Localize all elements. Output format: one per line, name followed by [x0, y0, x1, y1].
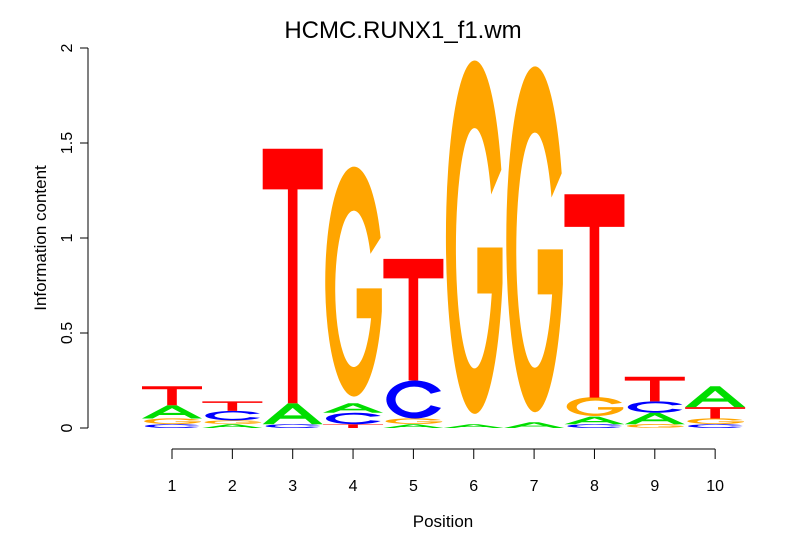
y-tick-label: 0.5 — [59, 322, 76, 344]
x-tick-label: 6 — [469, 478, 478, 495]
logo-letter-C — [688, 424, 743, 428]
logo-letter-A — [504, 422, 565, 428]
logo-letter-A — [443, 424, 504, 428]
y-tick-label: 1 — [59, 233, 76, 242]
logo-letter-A — [564, 416, 625, 425]
logo-letter-T — [624, 376, 685, 402]
logo-letter-C — [567, 424, 623, 428]
x-axis: 1 2 3 4 5 6 7 8 9 10 — [168, 448, 724, 495]
x-tick-label: 3 — [288, 478, 297, 495]
logo-letter-A — [323, 403, 384, 413]
logo-letter-T — [142, 386, 202, 406]
logo-letter-A — [142, 405, 202, 419]
logo-letter-C — [325, 412, 381, 425]
logo-letter-T — [685, 407, 746, 419]
x-tick-label: 1 — [168, 478, 177, 495]
logo-letter-A — [202, 424, 263, 428]
logo-letter-T — [262, 148, 323, 404]
logo-letter-T — [202, 401, 263, 411]
logo-letter-C — [627, 401, 683, 413]
logo-letter-A — [685, 386, 746, 408]
logo-letter-G — [626, 424, 684, 428]
logo-letter-G — [506, 66, 563, 413]
y-axis-label: Information content — [31, 165, 50, 311]
logo-letter-G — [144, 418, 201, 425]
logo-letter-G — [687, 418, 744, 425]
logo-letter-C — [144, 424, 200, 428]
x-axis-label: Position — [413, 512, 473, 531]
x-tick-label: 4 — [349, 478, 358, 495]
logo-letter-C — [386, 380, 441, 419]
x-tick-label: 2 — [228, 478, 237, 495]
x-tick-label: 8 — [590, 478, 599, 495]
logo-letter-T — [564, 194, 625, 398]
x-tick-label: 7 — [530, 478, 539, 495]
logo-letter-G — [204, 420, 262, 425]
chart-title: HCMC.RUNX1_f1.wm — [284, 17, 521, 44]
y-axis: 0 0.5 1 1.5 2 — [59, 43, 89, 432]
y-tick-label: 1.5 — [59, 132, 76, 154]
y-tick-label: 0 — [59, 423, 76, 432]
logo-letter-G — [445, 60, 503, 414]
y-tick-label: 2 — [59, 43, 76, 52]
logo-letter-G — [385, 418, 443, 425]
logo-letter-A — [262, 403, 323, 425]
logo-letter-T — [323, 424, 384, 428]
logo-letter-C — [205, 410, 260, 421]
logo-letter-G — [325, 166, 382, 397]
x-tick-label: 9 — [650, 478, 659, 495]
logo-letter-G — [566, 397, 624, 417]
x-tick-label: 5 — [409, 478, 418, 495]
logo-letter-T — [383, 258, 444, 381]
x-tick-label: 10 — [706, 478, 724, 495]
logo-letter-C — [265, 424, 321, 428]
logo-letter-A — [624, 412, 685, 425]
logo-letters — [142, 60, 746, 428]
logo-letter-A — [383, 424, 444, 428]
